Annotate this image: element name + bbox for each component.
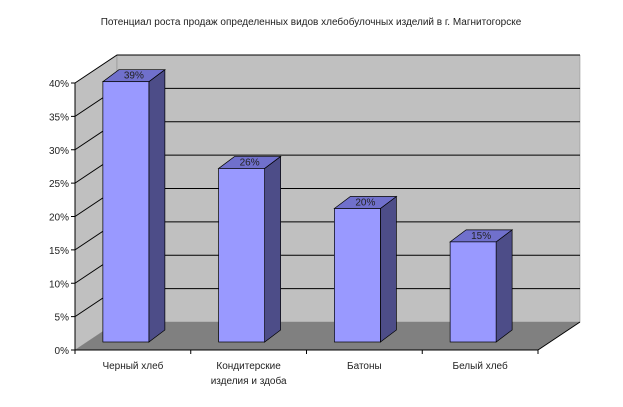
floor-edge (537, 321, 581, 351)
bar (334, 208, 381, 343)
y-tick-label: 10% (49, 279, 69, 290)
y-tick-label: 30% (49, 146, 69, 157)
chart-title: Потенциал роста продаж определенных видо… (101, 16, 522, 28)
y-tick-label: 35% (49, 112, 69, 123)
bar-side (264, 155, 281, 343)
x-tick-label: Батоны (347, 361, 382, 372)
bar (102, 81, 150, 343)
data-label: 20% (355, 198, 375, 209)
data-label: 26% (240, 157, 260, 168)
y-tick-label: 0% (55, 346, 70, 357)
gridline (74, 54, 580, 84)
bar (449, 241, 497, 343)
y-tick-label: 15% (49, 246, 69, 257)
x-tick-label: Белый хлеб (453, 360, 508, 372)
x-tick-label: Черный хлеб (102, 360, 163, 372)
y-tick-label: 5% (55, 313, 70, 324)
x-tick-label: Кондитерские изделия и здоба (211, 361, 287, 387)
y-tick-label: 20% (49, 213, 69, 224)
data-label: 15% (471, 231, 491, 242)
y-tick-label: 40% (49, 79, 69, 90)
bar-side (495, 229, 513, 343)
bar (218, 168, 265, 343)
y-tick-label: 25% (49, 179, 69, 190)
bar-side (148, 68, 166, 343)
bar-side (380, 195, 397, 343)
data-label: 39% (124, 71, 144, 82)
